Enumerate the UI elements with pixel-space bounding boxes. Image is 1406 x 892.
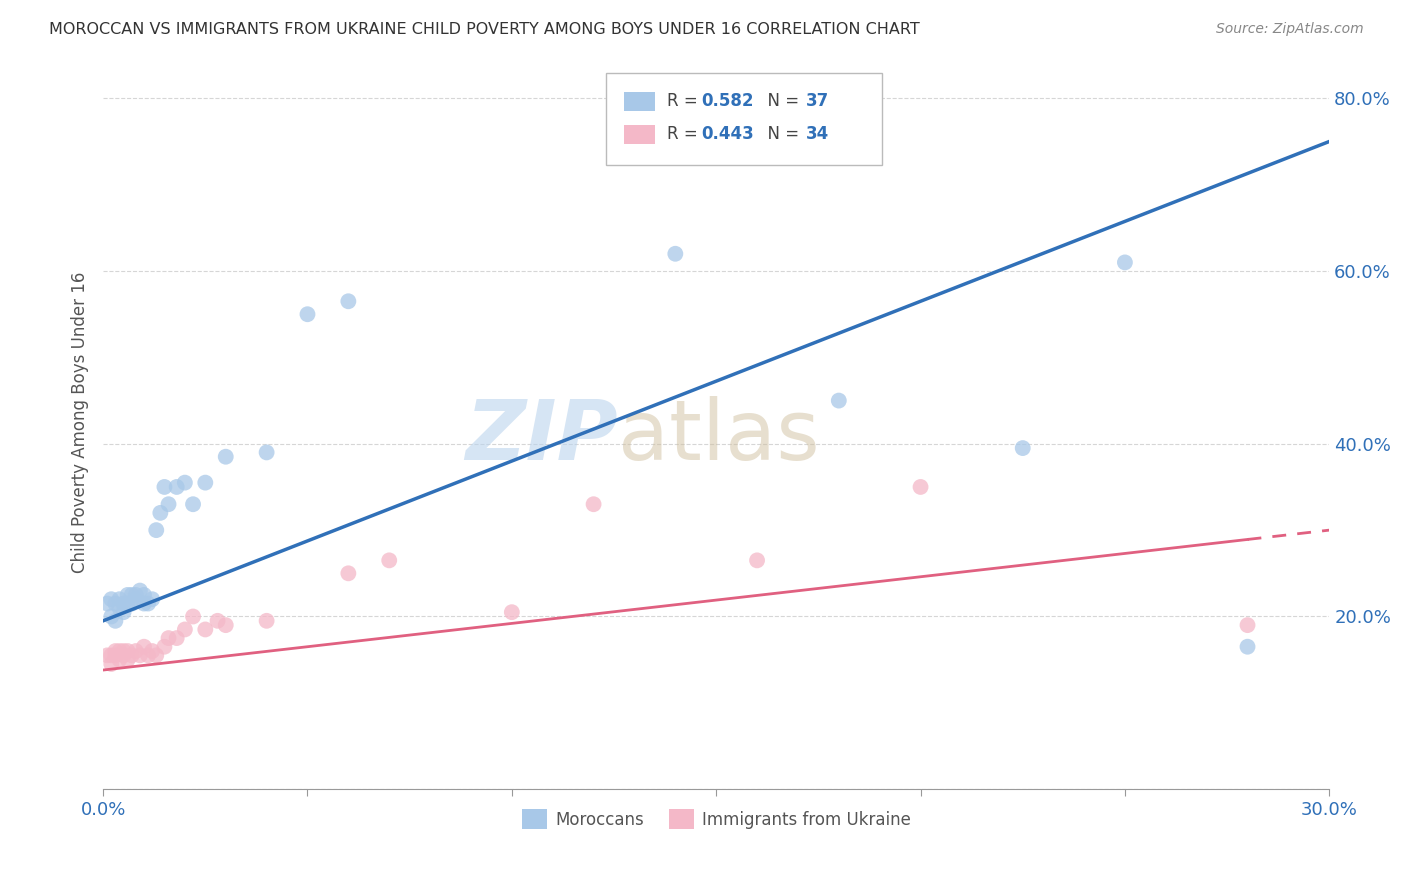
Point	[256, 614, 278, 628]
Point	[108, 644, 131, 658]
Bar	[624, 125, 655, 144]
Point	[108, 592, 131, 607]
Point	[136, 597, 159, 611]
Point	[96, 648, 118, 663]
Point	[129, 648, 152, 663]
Point	[337, 294, 360, 309]
Text: R =: R =	[668, 93, 703, 111]
Point	[157, 497, 180, 511]
Point	[664, 246, 686, 260]
Point	[166, 631, 188, 645]
Point	[125, 644, 148, 658]
Point	[181, 497, 204, 511]
Point	[153, 480, 176, 494]
Point	[141, 592, 163, 607]
Text: R =: R =	[668, 126, 703, 144]
Y-axis label: Child Poverty Among Boys Under 16: Child Poverty Among Boys Under 16	[72, 271, 89, 573]
Point	[125, 588, 148, 602]
Point	[132, 640, 155, 654]
Point	[256, 445, 278, 459]
Point	[149, 506, 172, 520]
Point	[125, 592, 148, 607]
Point	[132, 597, 155, 611]
Point	[145, 523, 167, 537]
Point	[1011, 441, 1033, 455]
Point	[121, 597, 143, 611]
Text: 0.582: 0.582	[702, 93, 754, 111]
Text: 0.443: 0.443	[702, 126, 754, 144]
Point	[194, 623, 217, 637]
Point	[117, 653, 139, 667]
Point	[153, 640, 176, 654]
Point	[173, 475, 195, 490]
Point	[117, 597, 139, 611]
Point	[100, 609, 122, 624]
Text: MOROCCAN VS IMMIGRANTS FROM UKRAINE CHILD POVERTY AMONG BOYS UNDER 16 CORRELATIO: MOROCCAN VS IMMIGRANTS FROM UKRAINE CHIL…	[49, 22, 920, 37]
Point	[117, 588, 139, 602]
Point	[104, 644, 127, 658]
Point	[1114, 255, 1136, 269]
Point	[112, 605, 135, 619]
Point	[1236, 618, 1258, 632]
Point	[337, 566, 360, 581]
Point	[141, 644, 163, 658]
Point	[181, 609, 204, 624]
Bar	[624, 92, 655, 111]
Point	[501, 605, 523, 619]
Point	[132, 588, 155, 602]
Text: atlas: atlas	[619, 396, 820, 477]
Point	[96, 597, 118, 611]
Point	[136, 648, 159, 663]
Point	[112, 644, 135, 658]
Text: 37: 37	[806, 93, 830, 111]
Legend: Moroccans, Immigrants from Ukraine: Moroccans, Immigrants from Ukraine	[515, 802, 918, 836]
Text: N =: N =	[756, 93, 804, 111]
Point	[207, 614, 229, 628]
Point	[108, 600, 131, 615]
Point	[100, 592, 122, 607]
Point	[173, 623, 195, 637]
Point	[112, 648, 135, 663]
Point	[166, 480, 188, 494]
Point	[378, 553, 401, 567]
Point	[1236, 640, 1258, 654]
Point	[215, 618, 238, 632]
Point	[117, 644, 139, 658]
Text: N =: N =	[756, 126, 804, 144]
FancyBboxPatch shape	[606, 73, 882, 165]
Point	[104, 614, 127, 628]
Point	[104, 648, 127, 663]
Text: Source: ZipAtlas.com: Source: ZipAtlas.com	[1216, 22, 1364, 37]
Text: ZIP: ZIP	[465, 396, 619, 477]
Point	[100, 657, 122, 671]
Point	[108, 653, 131, 667]
Point	[121, 588, 143, 602]
Point	[582, 497, 605, 511]
Point	[157, 631, 180, 645]
Point	[121, 648, 143, 663]
Point	[215, 450, 238, 464]
Point	[297, 307, 319, 321]
Point	[828, 393, 851, 408]
Point	[100, 648, 122, 663]
Point	[745, 553, 768, 567]
Point	[129, 583, 152, 598]
Text: 34: 34	[806, 126, 830, 144]
Point	[112, 597, 135, 611]
Point	[194, 475, 217, 490]
Point	[145, 648, 167, 663]
Point	[910, 480, 932, 494]
Point	[104, 597, 127, 611]
